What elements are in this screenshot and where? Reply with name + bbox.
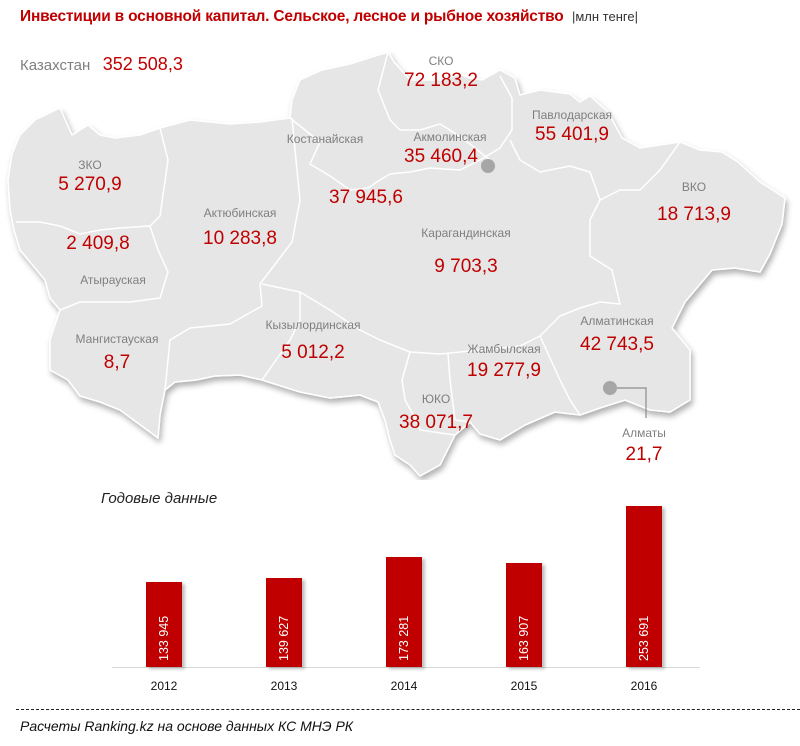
- unit-label: |млн тенге|: [571, 9, 638, 24]
- almaty-marker: [603, 381, 617, 395]
- region-akmola: Акмолинская 35 460,4: [404, 130, 487, 167]
- bar-2016: 253 691 2016: [616, 500, 680, 693]
- bar: 163 907: [506, 563, 542, 667]
- almaty-leader-line: [617, 387, 647, 418]
- astana-marker: [481, 159, 495, 173]
- total-value: 352 508,3: [102, 54, 183, 74]
- region-sko: СКО 72 183,2: [404, 54, 478, 91]
- region-aktobe: Актюбинская 10 283,8: [203, 206, 277, 249]
- bar-2012: 133 945 2012: [136, 500, 200, 693]
- total-kazakhstan: Казахстан 352 508,3: [20, 54, 183, 75]
- source-note: Расчеты Ranking.kz на основе данных КС М…: [20, 718, 354, 734]
- region-kyzylorda: Кызылординская 5 012,2: [265, 318, 361, 363]
- region-zko: ЗКО 5 270,9: [58, 158, 122, 195]
- bar-2013: 139 627 2013: [256, 500, 320, 693]
- x-axis-line: [112, 667, 700, 668]
- chart-header: Инвестиции в основной капитал. Сельское,…: [20, 8, 638, 26]
- region-almaty-city: Алматы 21,7: [622, 426, 666, 465]
- region-karaganda: Карагандинская 9 703,3: [421, 226, 511, 277]
- region-mangystau: Мангистауская 8,7: [75, 332, 159, 373]
- kazakhstan-map: СКО 72 183,2 Акмолинская 35 460,4 Павлод…: [0, 40, 800, 480]
- region-yuko: ЮКО 38 071,7: [399, 392, 473, 433]
- region-kostanay: Костанайская: [286, 132, 364, 146]
- divider: [16, 709, 800, 710]
- map-shape: [7, 51, 786, 477]
- region-almaty-oblast: Алматинская 42 743,5: [580, 314, 654, 355]
- region-atyrau-value: 2 409,8: [66, 233, 130, 254]
- region-kostanay-value: 37 945,6: [329, 187, 403, 208]
- region-pavlodar: Павлодарская 55 401,9: [532, 108, 612, 145]
- bar-2015: 163 907 2015: [496, 500, 560, 693]
- total-label: Казахстан: [20, 57, 91, 74]
- region-vko: ВКО 18 713,9: [657, 180, 731, 225]
- annual-chart-title: Годовые данные: [101, 490, 218, 507]
- chart-title: Инвестиции в основной капитал. Сельское,…: [20, 8, 564, 25]
- bar-2014: 173 281 2014: [376, 500, 440, 693]
- region-zhambyl: Жамбылская 19 277,9: [467, 342, 541, 381]
- bar: 133 945: [146, 582, 182, 667]
- region-atyrau: Атырауская: [80, 273, 146, 287]
- annual-bar-chart: 133 945 2012 139 627 2013 173 281 2014 1…: [100, 500, 700, 693]
- bar: 139 627: [266, 578, 302, 667]
- bar: 173 281: [386, 557, 422, 667]
- bar: 253 691: [626, 506, 662, 667]
